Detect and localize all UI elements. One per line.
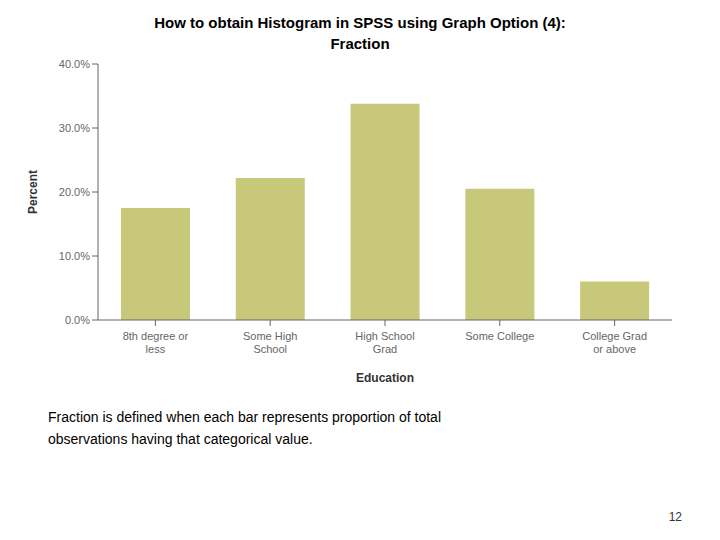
svg-text:College Grador above: College Grador above <box>582 330 647 355</box>
html-text:How to obtain Histogram in SPS: How to obtain Histogram in SPSS using Gr… <box>154 14 566 31</box>
html-text:Fraction: Fraction <box>330 35 390 52</box>
svg-text:0.0%: 0.0% <box>65 314 90 326</box>
svg-text:20.0%: 20.0% <box>59 186 90 198</box>
svg-text:8th degree orless: 8th degree orless <box>123 330 189 355</box>
svg-text:30.0%: 30.0% <box>59 122 90 134</box>
svg-text:Some HighSchool: Some HighSchool <box>243 330 297 355</box>
html-text:12: 12 <box>668 510 682 524</box>
svg-text:Percent: Percent <box>26 170 40 214</box>
svg-text:High SchoolGrad: High SchoolGrad <box>355 330 414 355</box>
svg-text:Some College: Some College <box>465 330 534 342</box>
svg-text:Education: Education <box>356 371 414 385</box>
svg-text:10.0%: 10.0% <box>59 250 90 262</box>
html-text:observations having that categ: observations having that categorical val… <box>48 431 313 447</box>
html-text:Fraction is defined when each: Fraction is defined when each bar repres… <box>48 409 441 425</box>
svg-text:40.0%: 40.0% <box>59 58 90 70</box>
